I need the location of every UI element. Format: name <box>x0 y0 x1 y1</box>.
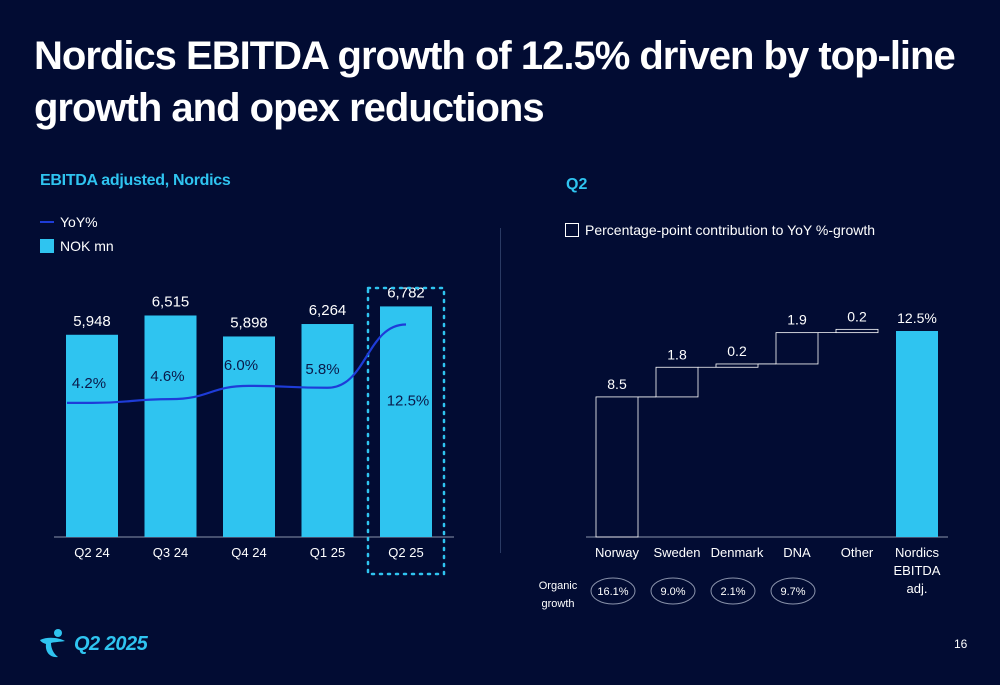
waterfall-value-label: 12.5% <box>897 310 937 326</box>
legend-contribution-label: Percentage-point contribution to YoY %-g… <box>585 222 876 238</box>
yoy-value-label: 12.5% <box>387 393 430 410</box>
waterfall-value-label: 1.9 <box>787 312 807 328</box>
yoy-value-label: 6.0% <box>224 357 258 374</box>
highlight-box <box>366 286 446 576</box>
legend-line-swatch <box>40 221 54 223</box>
legend-nok-label: NOK mn <box>60 238 114 254</box>
waterfall-value-label: 8.5 <box>607 376 627 392</box>
waterfall-category-label: DNA <box>783 545 811 560</box>
page-number: 16 <box>954 637 968 651</box>
organic-growth-value: 9.7% <box>780 586 805 598</box>
waterfall-total-bar <box>896 331 938 537</box>
ebitda-bar <box>223 336 275 537</box>
organic-growth-value: 9.0% <box>660 586 685 598</box>
x-tick-label: Q4 24 <box>231 545 266 560</box>
legend-nok: NOK mn <box>40 238 114 254</box>
waterfall-value-label: 0.2 <box>727 343 747 359</box>
waterfall-category-label: Nordics <box>895 545 940 560</box>
legend-yoy: YoY% <box>40 214 98 230</box>
waterfall-step-bar <box>655 366 699 398</box>
waterfall-value-label: 0.2 <box>847 308 867 324</box>
waterfall-step-bar <box>595 396 639 538</box>
x-tick-label: Q2 25 <box>388 545 423 560</box>
bar-value-label: 5,948 <box>73 313 111 330</box>
bar-value-label: 6,515 <box>152 293 190 310</box>
organic-growth-bubble <box>590 577 636 605</box>
waterfall-step-bar <box>775 332 819 365</box>
waterfall-category-label: Other <box>841 545 874 560</box>
bar-value-label: 6,264 <box>309 302 347 319</box>
logo-text: Q2 2025 <box>74 632 148 655</box>
organic-growth-value: 2.1% <box>720 586 745 598</box>
yoy-value-label: 5.8% <box>305 361 339 378</box>
ebitda-bar <box>144 315 197 537</box>
company-logo: Q2 2025 <box>36 628 148 660</box>
legend-contribution: Percentage-point contribution to YoY %-g… <box>565 222 875 238</box>
left-chart-title: EBITDA adjusted, Nordics <box>40 172 231 189</box>
chart-divider <box>500 228 501 553</box>
right-chart-title: Q2 <box>566 176 588 193</box>
waterfall-step-bar <box>835 328 879 334</box>
waterfall-value-label: 1.8 <box>667 346 687 362</box>
ebitda-bar <box>380 306 432 537</box>
x-tick-label: Q1 25 <box>310 545 345 560</box>
yoy-value-label: 4.2% <box>72 375 106 392</box>
legend-yoy-label: YoY% <box>60 214 98 230</box>
bar-value-label: 5,898 <box>230 314 268 331</box>
waterfall-category-label: adj. <box>907 581 928 596</box>
ebitda-bar <box>301 324 354 537</box>
waterfall-step-bar <box>715 363 759 368</box>
logo-icon <box>40 629 65 658</box>
slide-title: Nordics EBITDA growth of 12.5% driven by… <box>34 34 956 130</box>
yoy-line <box>66 323 407 404</box>
x-tick-label: Q2 24 <box>74 545 109 560</box>
waterfall-category-label: Norway <box>595 545 640 560</box>
organic-growth-bubble <box>770 577 816 605</box>
ebitda-bar <box>66 334 118 537</box>
waterfall-category-label: Denmark <box>711 545 764 560</box>
waterfall-category-label: EBITDA <box>894 563 941 578</box>
organic-growth-bubble <box>650 577 696 605</box>
organic-growth-label: Organic growth <box>538 580 578 610</box>
yoy-value-label: 4.6% <box>150 368 184 385</box>
organic-growth-value: 16.1% <box>597 586 628 598</box>
x-tick-label: Q3 24 <box>153 545 188 560</box>
waterfall-category-label: Sweden <box>654 545 701 560</box>
legend-bar-swatch <box>40 239 54 253</box>
organic-growth-bubble <box>710 577 756 605</box>
legend-outline-swatch <box>565 223 579 237</box>
